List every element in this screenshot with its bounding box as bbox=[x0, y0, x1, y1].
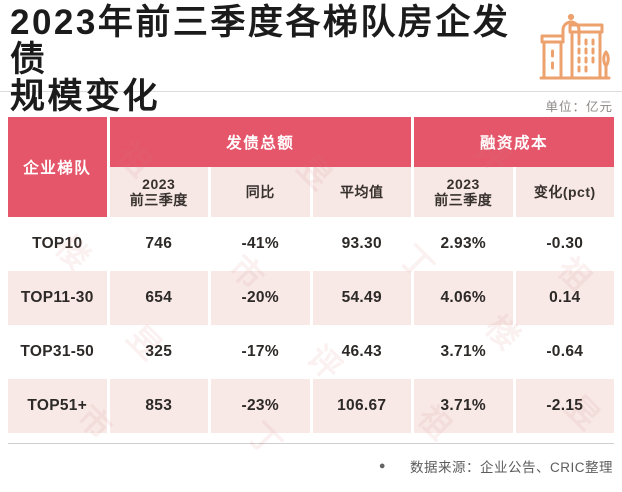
cost-change-cell: -2.15 bbox=[515, 379, 614, 433]
footer-divider bbox=[8, 443, 614, 444]
cost-cell: 3.71% bbox=[414, 325, 513, 379]
cost-change-cell: 0.14 bbox=[515, 271, 614, 325]
sub-header-line: 平均值 bbox=[340, 184, 384, 200]
sub-header-line: 前三季度 bbox=[129, 192, 188, 208]
cost-change-cell: -0.64 bbox=[515, 325, 614, 379]
sub-header-yoy: 同比 bbox=[211, 167, 310, 217]
page-title-line2: 规模变化 bbox=[10, 77, 161, 116]
cost-cell: 2.93% bbox=[414, 217, 513, 271]
sub-header-cost-period: 2023 前三季度 bbox=[414, 167, 513, 217]
average-cell: 106.67 bbox=[312, 379, 411, 433]
data-source: ● 数据来源：企业公告、CRIC整理 bbox=[379, 456, 613, 476]
average-cell: 54.49 bbox=[312, 271, 411, 325]
yoy-cell: -17% bbox=[211, 325, 310, 379]
source-label: 数据来源：企业公告、CRIC整理 bbox=[410, 460, 613, 475]
issuance-total-cell: 325 bbox=[109, 325, 208, 379]
yoy-cell: -23% bbox=[211, 379, 310, 433]
sub-header-line: 2023 bbox=[446, 176, 480, 192]
issuance-total-cell: 853 bbox=[109, 379, 208, 433]
source-bullet-icon: ● bbox=[378, 459, 386, 472]
average-cell: 93.30 bbox=[312, 217, 411, 271]
tier-cell: TOP11-30 bbox=[8, 271, 107, 325]
sub-header-issuance-period: 2023 前三季度 bbox=[109, 167, 208, 217]
sub-header-line: 同比 bbox=[245, 184, 275, 200]
cost-cell: 4.06% bbox=[414, 271, 513, 325]
sub-header-line: 变化(pct) bbox=[533, 184, 596, 200]
cost-change-cell: -0.30 bbox=[515, 217, 614, 271]
page-title: 2023年前三季度各梯队房企发债 规模变化 bbox=[10, 4, 530, 115]
corner-header-cell: 企业梯队 bbox=[8, 117, 107, 217]
unit-label: 单位：亿元 bbox=[545, 100, 613, 114]
cost-cell: 3.71% bbox=[414, 379, 513, 433]
data-table: 企业梯队 发债总额 融资成本 2023 前三季度 同比 平均值 2023 前三季… bbox=[8, 117, 614, 433]
sub-header-average: 平均值 bbox=[312, 167, 411, 217]
city-buildings-icon bbox=[538, 8, 612, 84]
tier-cell: TOP31-50 bbox=[8, 325, 107, 379]
title-divider bbox=[0, 91, 622, 92]
issuance-total-cell: 654 bbox=[109, 271, 208, 325]
sub-header-line: 2023 bbox=[142, 176, 176, 192]
average-cell: 46.43 bbox=[312, 325, 411, 379]
issuance-total-cell: 746 bbox=[109, 217, 208, 271]
sub-header-line: 前三季度 bbox=[434, 192, 493, 208]
group-header-issuance: 发债总额 bbox=[109, 117, 411, 167]
tier-cell: TOP51+ bbox=[8, 379, 107, 433]
page-title-line1: 2023年前三季度各梯队房企发债 bbox=[10, 3, 511, 79]
sub-header-cost-change: 变化(pct) bbox=[515, 167, 614, 217]
group-header-cost: 融资成本 bbox=[414, 117, 614, 167]
yoy-cell: -20% bbox=[211, 271, 310, 325]
yoy-cell: -41% bbox=[211, 217, 310, 271]
tier-cell: TOP10 bbox=[8, 217, 107, 271]
